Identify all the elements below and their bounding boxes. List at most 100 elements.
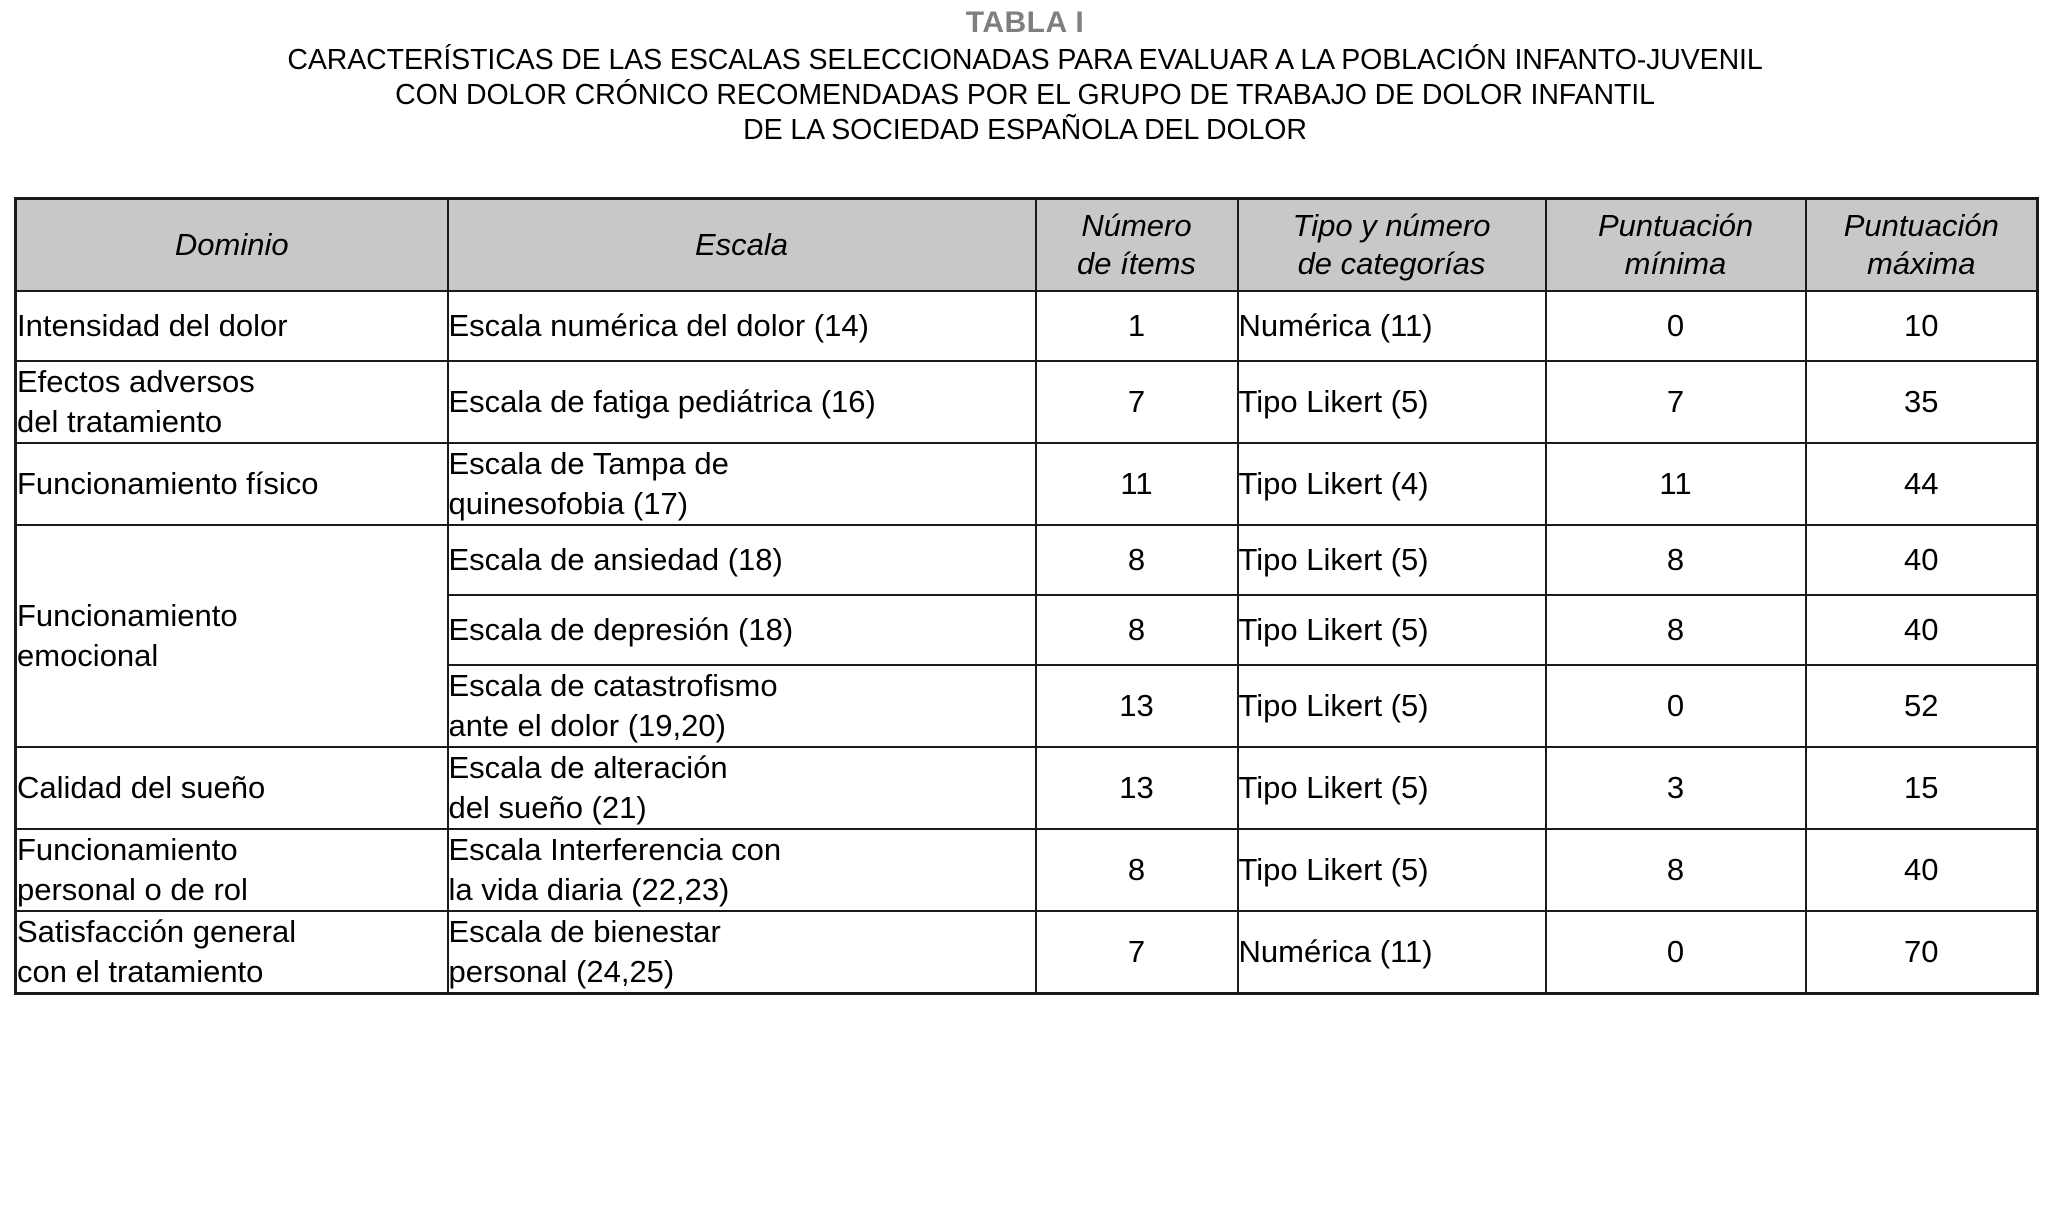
column-header-puntuacion-minima: Puntuación mínima bbox=[1544, 197, 1807, 292]
table-row: Escala de depresión (18) 8 Tipo Likert (… bbox=[16, 593, 2039, 666]
title-line-1: CARACTERÍSTICAS DE LAS ESCALAS SELECCION… bbox=[287, 44, 1763, 76]
cell-escala: Escala de bienestar personal (24,25) bbox=[446, 909, 1037, 994]
cell-dominio: Calidad del sueño bbox=[14, 745, 449, 830]
cell-dominio: Efectos adversos del tratamiento bbox=[14, 359, 449, 444]
column-header-escala: Escala bbox=[446, 197, 1037, 292]
column-header-numero-items: Número de ítems bbox=[1034, 197, 1239, 292]
cell-puntuacion-minima: 11 bbox=[1544, 441, 1807, 526]
cell-escala-line2: la vida diaria (22,23) bbox=[448, 871, 730, 907]
cell-escala-line2: del sueño (21) bbox=[448, 789, 647, 825]
cell-escala: Escala de fatiga pediátrica (16) bbox=[446, 359, 1037, 444]
table-row: Escala de catastrofismo ante el dolor (1… bbox=[16, 663, 2039, 748]
cell-dominio: Funcionamiento físico bbox=[14, 441, 449, 526]
table-row: Calidad del sueño Escala de alteración d… bbox=[14, 745, 2039, 830]
column-header-puntuacion-maxima-line2: máxima bbox=[1866, 245, 1976, 281]
cell-escala-line2: personal (24,25) bbox=[448, 953, 675, 989]
column-header-tipo-categorias-line1: Tipo y número bbox=[1292, 207, 1491, 243]
cell-puntuacion-maxima: 70 bbox=[1804, 909, 2039, 994]
cell-puntuacion-maxima: 40 bbox=[1804, 827, 2039, 912]
column-header-numero-items-line1: Número bbox=[1081, 207, 1192, 243]
cell-puntuacion-maxima: 44 bbox=[1804, 441, 2039, 526]
column-header-puntuacion-minima-line2: mínima bbox=[1624, 245, 1727, 281]
title-line-2: CON DOLOR CRÓNICO RECOMENDADAS POR EL GR… bbox=[395, 79, 1655, 111]
cell-puntuacion-maxima: 35 bbox=[1804, 359, 2039, 444]
cell-dominio-line1: Satisfacción general bbox=[17, 913, 297, 949]
cell-dominio-line2: con el tratamiento bbox=[17, 953, 264, 989]
cell-escala: Escala de alteración del sueño (21) bbox=[446, 745, 1037, 830]
cell-dominio-line2: emocional bbox=[17, 637, 159, 673]
cell-puntuacion-minima: 3 bbox=[1544, 745, 1807, 830]
cell-tipo-categorias: Tipo Likert (5) bbox=[1236, 745, 1547, 830]
cell-escala: Escala Interferencia con la vida diaria … bbox=[446, 827, 1037, 912]
table-body: Intensidad del dolor Escala numérica del… bbox=[14, 289, 2039, 994]
cell-puntuacion-minima: 8 bbox=[1544, 593, 1807, 666]
cell-numero-items: 8 bbox=[1034, 593, 1239, 666]
cell-numero-items: 11 bbox=[1034, 441, 1239, 526]
cell-dominio: Satisfacción general con el tratamiento bbox=[14, 909, 449, 994]
cell-puntuacion-minima: 0 bbox=[1544, 663, 1807, 748]
cell-puntuacion-minima: 0 bbox=[1544, 289, 1807, 362]
table-row: Funcionamiento físico Escala de Tampa de… bbox=[14, 441, 2039, 526]
cell-dominio-line1: Funcionamiento bbox=[17, 831, 238, 867]
cell-puntuacion-maxima: 52 bbox=[1804, 663, 2039, 748]
cell-escala: Escala de ansiedad (18) bbox=[446, 523, 1037, 596]
characteristics-table: Dominio Escala Número de ítems Tipo y nú… bbox=[14, 197, 2039, 995]
cell-escala: Escala de catastrofismo ante el dolor (1… bbox=[446, 663, 1037, 748]
title-line-3: DE LA SOCIEDAD ESPAÑOLA DEL DOLOR bbox=[743, 114, 1307, 146]
cell-dominio: Funcionamiento emocional bbox=[14, 523, 449, 748]
cell-tipo-categorias: Tipo Likert (5) bbox=[1236, 663, 1547, 748]
cell-tipo-categorias: Tipo Likert (4) bbox=[1236, 441, 1547, 526]
cell-tipo-categorias: Numérica (11) bbox=[1236, 909, 1547, 994]
cell-escala-line1: Escala de Tampa de bbox=[448, 445, 729, 481]
cell-numero-items: 1 bbox=[1034, 289, 1239, 362]
column-header-tipo-categorias: Tipo y número de categorías bbox=[1236, 197, 1547, 292]
cell-numero-items: 8 bbox=[1034, 827, 1239, 912]
cell-escala: Escala de depresión (18) bbox=[446, 593, 1037, 666]
title-block: TABLA I CARACTERÍSTICAS DE LAS ESCALAS S… bbox=[0, 0, 2050, 148]
table-row: Efectos adversos del tratamiento Escala … bbox=[14, 359, 2039, 444]
cell-tipo-categorias: Tipo Likert (5) bbox=[1236, 523, 1547, 596]
cell-escala-line1: Escala de bienestar bbox=[448, 913, 721, 949]
cell-dominio-line1: Funcionamiento físico bbox=[17, 465, 319, 501]
cell-dominio-line1: Efectos adversos bbox=[17, 363, 255, 399]
cell-escala: Escala de Tampa de quinesofobia (17) bbox=[446, 441, 1037, 526]
cell-escala-line1: Escala Interferencia con bbox=[448, 831, 782, 867]
cell-puntuacion-maxima: 15 bbox=[1804, 745, 2039, 830]
cell-escala-line2: quinesofobia (17) bbox=[448, 485, 689, 521]
cell-puntuacion-minima: 8 bbox=[1544, 827, 1807, 912]
cell-numero-items: 7 bbox=[1034, 359, 1239, 444]
cell-numero-items: 8 bbox=[1034, 523, 1239, 596]
column-header-puntuacion-minima-line1: Puntuación bbox=[1597, 207, 1754, 243]
column-header-numero-items-line2: de ítems bbox=[1077, 245, 1196, 281]
table-row: Funcionamiento emocional Escala de ansie… bbox=[14, 523, 2039, 748]
cell-escala-line1: Escala numérica del dolor (14) bbox=[448, 307, 869, 343]
cell-escala-line1: Escala de ansiedad (18) bbox=[448, 541, 783, 577]
table-row: Satisfacción general con el tratamiento … bbox=[14, 909, 2039, 994]
cell-numero-items: 7 bbox=[1034, 909, 1239, 994]
cell-tipo-categorias: Numérica (11) bbox=[1236, 289, 1547, 362]
table-row: Intensidad del dolor Escala numérica del… bbox=[14, 289, 2039, 362]
cell-escala-line1: Escala de depresión (18) bbox=[448, 611, 794, 647]
cell-escala-line2: ante el dolor (19,20) bbox=[448, 707, 726, 743]
table-number: TABLA I bbox=[965, 6, 1085, 39]
cell-dominio-line1: Calidad del sueño bbox=[17, 769, 266, 805]
cell-tipo-categorias: Tipo Likert (5) bbox=[1236, 827, 1547, 912]
column-header-dominio-line1: Dominio bbox=[174, 226, 289, 262]
column-header-puntuacion-maxima-line1: Puntuación bbox=[1843, 207, 1999, 243]
cell-dominio-line2: personal o de rol bbox=[17, 871, 248, 907]
cell-escala-line1: Escala de alteración bbox=[448, 749, 728, 785]
cell-escala: Escala numérica del dolor (14) bbox=[446, 289, 1037, 362]
column-header-dominio: Dominio bbox=[14, 197, 449, 292]
column-header-puntuacion-maxima: Puntuación máxima bbox=[1804, 197, 2039, 292]
cell-puntuacion-maxima: 10 bbox=[1804, 289, 2039, 362]
cell-puntuacion-maxima: 40 bbox=[1804, 593, 2039, 666]
cell-puntuacion-minima: 0 bbox=[1544, 909, 1807, 994]
cell-dominio-line1: Intensidad del dolor bbox=[17, 307, 288, 343]
table-header: Dominio Escala Número de ítems Tipo y nú… bbox=[14, 197, 2039, 292]
cell-tipo-categorias: Tipo Likert (5) bbox=[1236, 359, 1547, 444]
column-header-escala-line1: Escala bbox=[694, 226, 789, 262]
table-container: Dominio Escala Número de ítems Tipo y nú… bbox=[14, 197, 2039, 995]
cell-tipo-categorias: Tipo Likert (5) bbox=[1236, 593, 1547, 666]
cell-puntuacion-minima: 8 bbox=[1544, 523, 1807, 596]
